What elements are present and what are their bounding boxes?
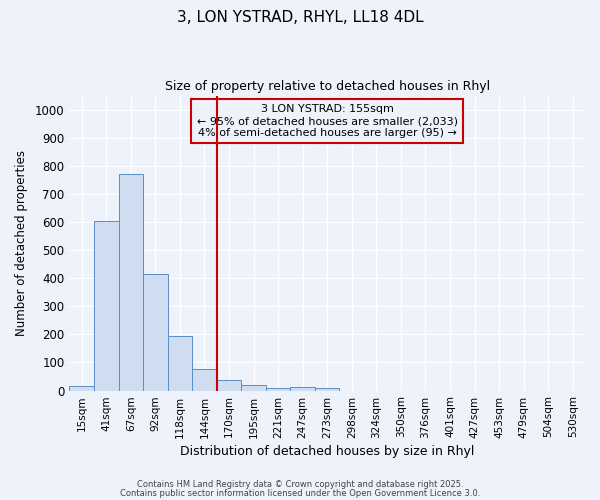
Bar xyxy=(315,388,340,390)
Bar xyxy=(217,380,241,390)
Bar xyxy=(94,220,119,390)
Bar xyxy=(241,385,266,390)
Bar xyxy=(119,174,143,390)
Bar xyxy=(167,336,192,390)
X-axis label: Distribution of detached houses by size in Rhyl: Distribution of detached houses by size … xyxy=(180,444,475,458)
Text: 3 LON YSTRAD: 155sqm
← 95% of detached houses are smaller (2,033)
4% of semi-det: 3 LON YSTRAD: 155sqm ← 95% of detached h… xyxy=(197,104,458,138)
Bar xyxy=(266,388,290,390)
Bar xyxy=(192,368,217,390)
Title: Size of property relative to detached houses in Rhyl: Size of property relative to detached ho… xyxy=(164,80,490,93)
Text: Contains public sector information licensed under the Open Government Licence 3.: Contains public sector information licen… xyxy=(120,488,480,498)
Text: Contains HM Land Registry data © Crown copyright and database right 2025.: Contains HM Land Registry data © Crown c… xyxy=(137,480,463,489)
Text: 3, LON YSTRAD, RHYL, LL18 4DL: 3, LON YSTRAD, RHYL, LL18 4DL xyxy=(176,10,424,25)
Bar xyxy=(143,274,167,390)
Bar xyxy=(70,386,94,390)
Bar xyxy=(290,387,315,390)
Y-axis label: Number of detached properties: Number of detached properties xyxy=(15,150,28,336)
